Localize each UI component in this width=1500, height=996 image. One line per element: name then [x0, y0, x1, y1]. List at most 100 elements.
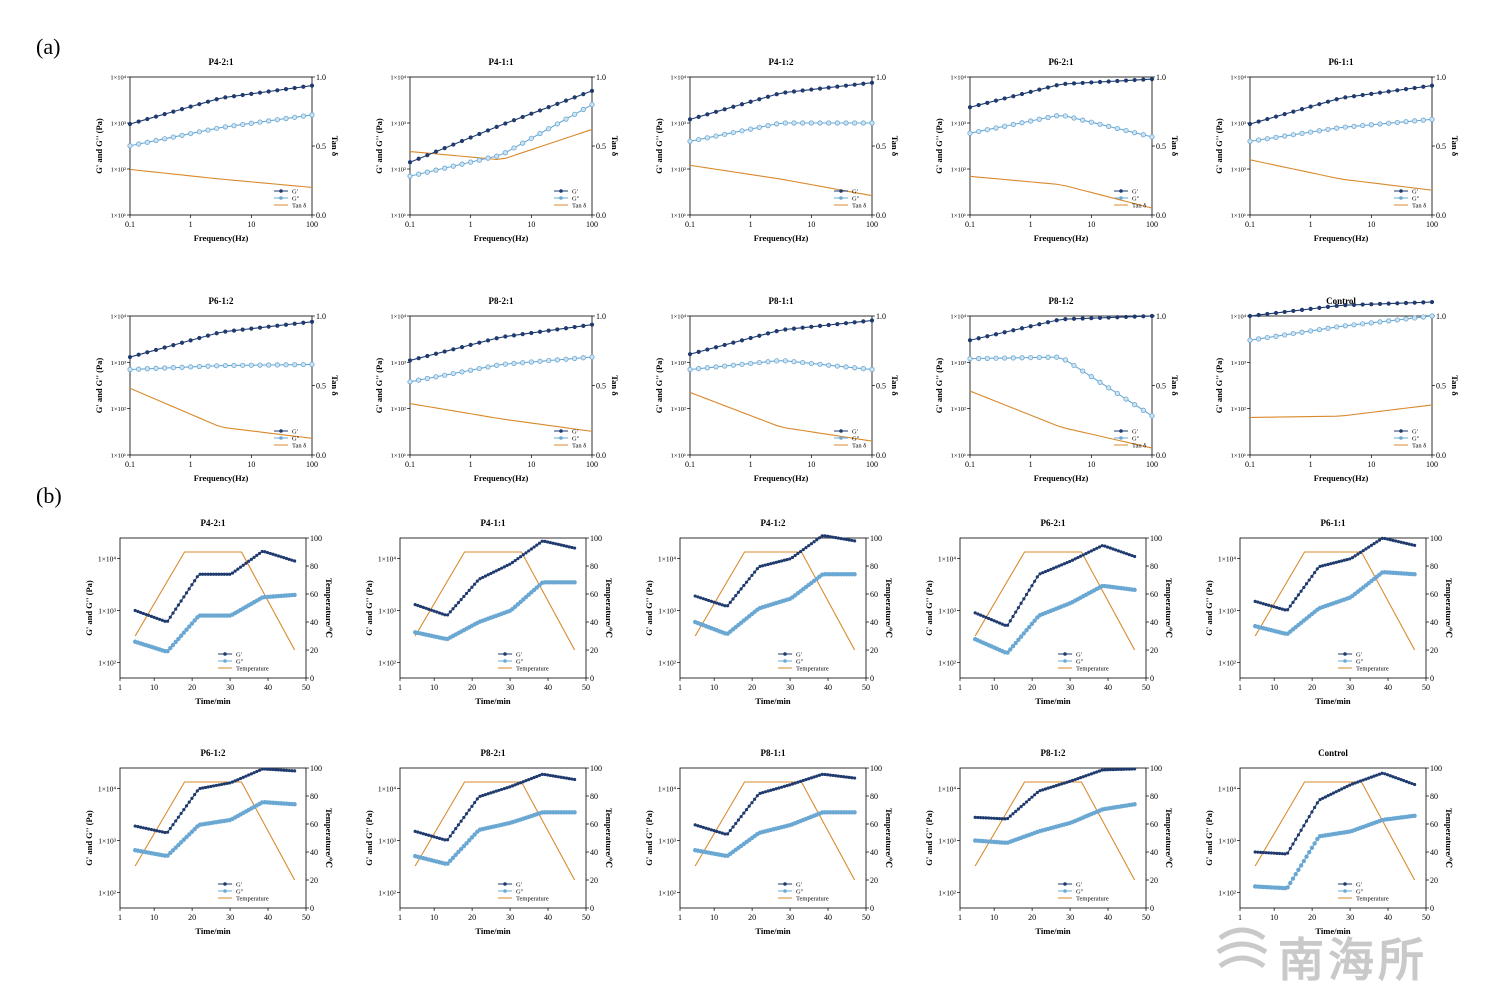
g-prime-point: [1325, 99, 1331, 104]
g-prime-point: [1337, 788, 1341, 792]
g-double-prime-point: [468, 159, 474, 165]
g-double-prime-point: [1247, 337, 1253, 343]
g-prime-point: [500, 566, 504, 570]
g-prime-point: [489, 571, 493, 576]
g-prime-point: [820, 772, 824, 776]
g-prime-point: [1369, 775, 1373, 779]
g-prime-point: [141, 611, 145, 616]
g-prime-point: [1089, 316, 1094, 321]
g-prime-point: [1247, 121, 1253, 127]
g-double-prime-point: [554, 357, 560, 363]
g-prime-point: [1307, 814, 1311, 819]
g-double-prime-point: [523, 594, 529, 600]
y2-axis-label: Temperature/℃: [324, 578, 334, 638]
g-prime-point: [127, 354, 133, 360]
g-prime-point: [546, 328, 551, 333]
g-prime-point: [511, 333, 517, 338]
g-prime-point: [456, 823, 461, 827]
g-prime-point: [236, 567, 240, 571]
legend-marker: [1063, 652, 1067, 656]
y-tick-label: 1×10³: [1231, 360, 1246, 367]
g-double-prime-line: [689, 122, 872, 142]
g-double-prime-point: [800, 359, 806, 366]
g-prime-point: [1037, 87, 1042, 92]
g-double-prime-point: [993, 125, 999, 131]
g-prime-point: [739, 338, 745, 343]
g-prime-point: [163, 619, 167, 623]
g-prime-point: [287, 768, 291, 773]
g-prime-point: [812, 775, 816, 779]
y-axis-label: G' and G'' (Pa): [924, 810, 934, 866]
y-tick-label: 1×10³: [98, 837, 116, 846]
g-prime-point: [424, 606, 428, 610]
g-prime-point: [491, 570, 496, 574]
g-prime-point: [798, 549, 803, 554]
g-prime-point: [712, 600, 716, 604]
g-prime-point: [462, 594, 466, 599]
y-tick-label: 1×10²: [111, 406, 126, 413]
g-prime-point: [464, 591, 469, 596]
g-prime-point: [1106, 79, 1111, 84]
y2-tick-label: 0.5: [316, 142, 326, 151]
g-prime-point: [201, 786, 205, 790]
g-prime-point: [796, 780, 800, 784]
g-double-prime-point: [528, 359, 534, 365]
g-double-prime-point: [537, 130, 543, 137]
g-prime-point: [147, 827, 151, 831]
legend-label: G': [1132, 429, 1138, 436]
g-prime-point: [1410, 781, 1414, 786]
g-double-prime-point: [1298, 863, 1304, 868]
g-prime-point: [233, 569, 237, 573]
g-prime-point: [987, 816, 991, 820]
g-prime-point: [511, 118, 517, 123]
g-prime-point: [1380, 536, 1384, 540]
g-prime-point: [563, 326, 569, 331]
g-prime-point: [1402, 779, 1406, 783]
x-tick-label: 10: [430, 683, 438, 692]
g-prime-point: [757, 333, 762, 338]
y2-tick-label: 1.0: [876, 73, 886, 82]
g-prime-point: [1041, 788, 1045, 792]
y-axis-label: G' and G'' (Pa): [374, 118, 384, 174]
y2-tick-label: 0: [1430, 904, 1434, 913]
g-prime-point: [244, 774, 248, 778]
g-prime-point: [726, 832, 730, 836]
g-prime-point: [249, 91, 254, 96]
g-prime-point: [717, 602, 722, 606]
g-prime-point: [783, 90, 788, 95]
plot-frame: [1239, 537, 1427, 679]
g-prime-point: [1123, 78, 1129, 83]
g-prime-point: [712, 829, 716, 833]
g-prime-point: [847, 538, 851, 542]
chart-title: P4-2:1: [209, 57, 234, 67]
g-double-prime-point: [1298, 620, 1304, 625]
g-prime-point: [1388, 538, 1392, 542]
legend-marker: [1063, 659, 1067, 663]
g-prime-point: [195, 575, 199, 579]
g-prime-point: [1308, 104, 1313, 109]
g-double-prime-point: [531, 587, 537, 593]
y2-axis-label: Temperature/℃: [324, 808, 334, 868]
g-prime-point: [698, 824, 703, 829]
g-prime-point: [1068, 779, 1072, 783]
g-double-prime-point: [184, 834, 189, 840]
g-double-prime-line: [129, 114, 313, 147]
x-tick-label: 1: [1309, 460, 1313, 469]
x-axis-label: Time/min: [755, 696, 791, 706]
g-prime-point: [244, 561, 248, 565]
legend-label: G': [852, 429, 858, 436]
g-prime-point: [807, 544, 811, 548]
g-prime-point: [548, 773, 552, 778]
g-prime-point: [1361, 548, 1365, 553]
chart-title: P4-1:1: [481, 518, 506, 528]
g-double-prime-point: [445, 861, 450, 866]
legend-label: G'': [292, 436, 299, 443]
g-prime-point: [477, 131, 482, 137]
g-prime-point: [709, 828, 713, 832]
g-prime-point: [973, 815, 977, 819]
g-prime-point: [1342, 558, 1346, 562]
g-double-prime-point: [774, 358, 780, 364]
g-prime-point: [529, 776, 533, 781]
y2-axis-label: Temperature/℃: [1444, 578, 1454, 638]
x-tick-label: 30: [226, 913, 234, 922]
